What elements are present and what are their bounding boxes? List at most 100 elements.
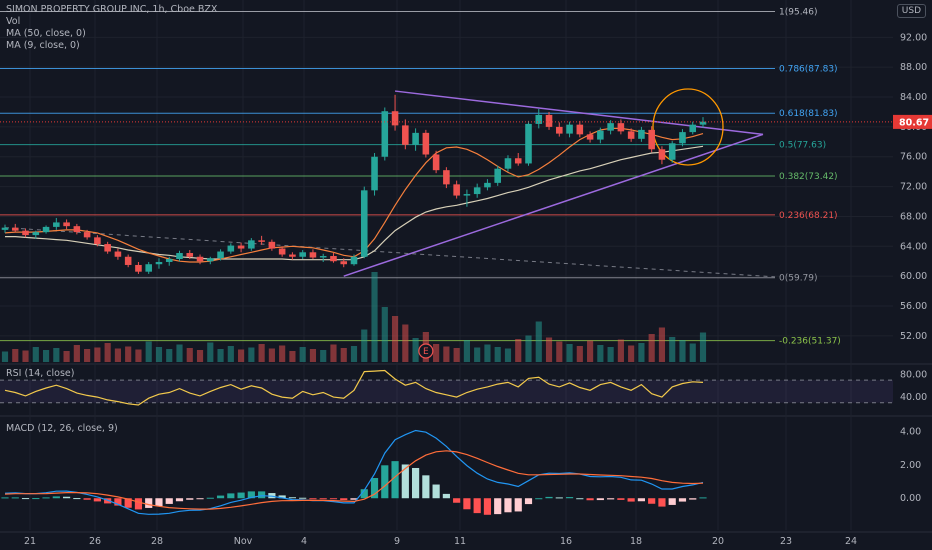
symbol-title[interactable]: SIMON PROPERTY GROUP INC, 1h, Cboe BZX bbox=[6, 4, 218, 15]
candle-body bbox=[545, 114, 553, 127]
candle-body bbox=[648, 129, 655, 150]
x-tick-label: 16 bbox=[560, 536, 572, 547]
candle-body bbox=[360, 190, 368, 257]
macd-histogram-bar bbox=[401, 464, 409, 499]
fib-level-label: 0.618(81.83) bbox=[779, 109, 838, 119]
macd-histogram-bar bbox=[206, 497, 214, 499]
candle-body bbox=[668, 143, 676, 160]
rsi-legend[interactable]: RSI (14, close) bbox=[6, 368, 75, 379]
macd-histogram-bar bbox=[442, 493, 450, 499]
candle-body bbox=[237, 245, 245, 249]
trend-drawings[interactable] bbox=[4, 88, 776, 278]
ma9-line bbox=[4, 127, 704, 263]
volume-bar bbox=[545, 337, 553, 362]
candle-body bbox=[432, 154, 440, 171]
ma50-legend[interactable]: MA (50, close, 0) bbox=[6, 28, 86, 39]
fib-retracement[interactable]: 1(95.46) 0.786(87.83) 0.618(81.83) 0.5(77.6… bbox=[0, 7, 841, 347]
macd-histogram-bar bbox=[494, 498, 502, 515]
volume-bar bbox=[248, 347, 255, 362]
vol-legend[interactable]: Vol bbox=[6, 16, 21, 27]
volume-bar bbox=[361, 329, 368, 362]
macd-histogram-bar bbox=[227, 493, 235, 499]
fib-level-label: 0.382(73.42) bbox=[779, 172, 838, 182]
ma9-legend[interactable]: MA (9, close, 0) bbox=[6, 40, 80, 51]
currency-button[interactable]: USD bbox=[896, 4, 926, 18]
x-tick-label: 9 bbox=[394, 536, 400, 547]
candle-body bbox=[566, 124, 573, 134]
candle-body bbox=[186, 253, 194, 257]
volume-bar bbox=[73, 345, 80, 362]
volume-bar bbox=[628, 345, 635, 362]
fib-level-label: 0(59.79) bbox=[779, 274, 818, 284]
candle-body bbox=[330, 256, 337, 262]
volume-bar bbox=[42, 350, 50, 362]
candle-body bbox=[22, 230, 29, 236]
volume-bar bbox=[176, 344, 183, 362]
candle-body bbox=[453, 184, 460, 196]
macd-tick-label: 4.00 bbox=[900, 426, 921, 437]
x-tick-label: Nov bbox=[234, 536, 253, 547]
candle-body bbox=[114, 251, 122, 257]
candle-body bbox=[371, 156, 378, 191]
volume-bar bbox=[453, 348, 460, 362]
candle-body bbox=[289, 254, 296, 257]
candle-body bbox=[422, 132, 430, 155]
macd-histogram-bar bbox=[247, 491, 255, 499]
y-tick-label: 56.00 bbox=[900, 301, 927, 312]
volume-bar bbox=[679, 340, 686, 362]
fib-level-label: -0.236(51.37) bbox=[779, 337, 841, 347]
candle-body bbox=[402, 125, 409, 145]
macd-histogram-bar bbox=[114, 498, 122, 506]
macd-histogram-bar bbox=[627, 498, 635, 502]
macd-histogram-bar bbox=[62, 496, 71, 499]
volume-bar bbox=[299, 347, 306, 362]
fib-level-label: 0.236(68.21) bbox=[779, 211, 838, 221]
candle-body bbox=[689, 124, 697, 133]
time-axis[interactable]: 21 26 28 Nov 4 9 11 16 18 20 23 24 bbox=[24, 536, 857, 547]
volume-bar bbox=[227, 346, 234, 362]
x-tick-label: 20 bbox=[712, 536, 724, 547]
x-tick-label: 18 bbox=[630, 536, 642, 547]
candle-body bbox=[248, 240, 255, 249]
volume-bar bbox=[699, 332, 707, 362]
macd-histogram-bar bbox=[586, 498, 594, 501]
volume-bar bbox=[525, 335, 532, 362]
macd-histogram-bar bbox=[381, 465, 389, 499]
volume-bar bbox=[32, 347, 39, 362]
macd-histogram-bar bbox=[175, 498, 184, 502]
candle-body bbox=[576, 124, 584, 135]
volume-bar bbox=[145, 341, 152, 362]
y-tick-label: 76.00 bbox=[900, 152, 927, 163]
volume-bar bbox=[155, 347, 163, 362]
volume-bar bbox=[125, 346, 132, 362]
macd-histogram-bar bbox=[186, 498, 194, 500]
macd-histogram-bar bbox=[258, 491, 266, 499]
macd-histogram-bar bbox=[42, 497, 50, 499]
volume-bar bbox=[566, 344, 573, 362]
volume-bar bbox=[63, 351, 70, 362]
macd-histogram-bar bbox=[637, 498, 646, 502]
candle-body bbox=[124, 256, 132, 265]
volume-bar bbox=[289, 351, 296, 362]
volume-bar bbox=[576, 346, 583, 362]
y-tick-label: 88.00 bbox=[900, 62, 927, 73]
candle-body bbox=[94, 237, 101, 245]
candle-body bbox=[473, 187, 481, 195]
macd-histogram-bar bbox=[350, 498, 358, 500]
volume-bar bbox=[484, 344, 491, 362]
macd-histogram-bar bbox=[524, 498, 533, 505]
volume-bar bbox=[597, 345, 604, 362]
y-tick-label: 72.00 bbox=[900, 182, 927, 193]
macd-legend[interactable]: MACD (12, 26, close, 9) bbox=[6, 423, 118, 434]
volume-bars: E bbox=[1, 272, 707, 362]
volume-bar bbox=[12, 349, 19, 362]
volume-bar bbox=[443, 346, 450, 362]
price-candles[interactable] bbox=[1, 94, 707, 274]
rsi-pane bbox=[0, 369, 893, 406]
candle-body bbox=[535, 114, 543, 124]
price-axis[interactable]: 52.00 56.00 60.00 64.00 68.00 72.00 76.00 80.00… bbox=[0, 32, 932, 504]
macd-histogram-bar bbox=[145, 498, 153, 508]
candle-body bbox=[104, 244, 111, 252]
macd-histogram-bar bbox=[319, 498, 327, 500]
